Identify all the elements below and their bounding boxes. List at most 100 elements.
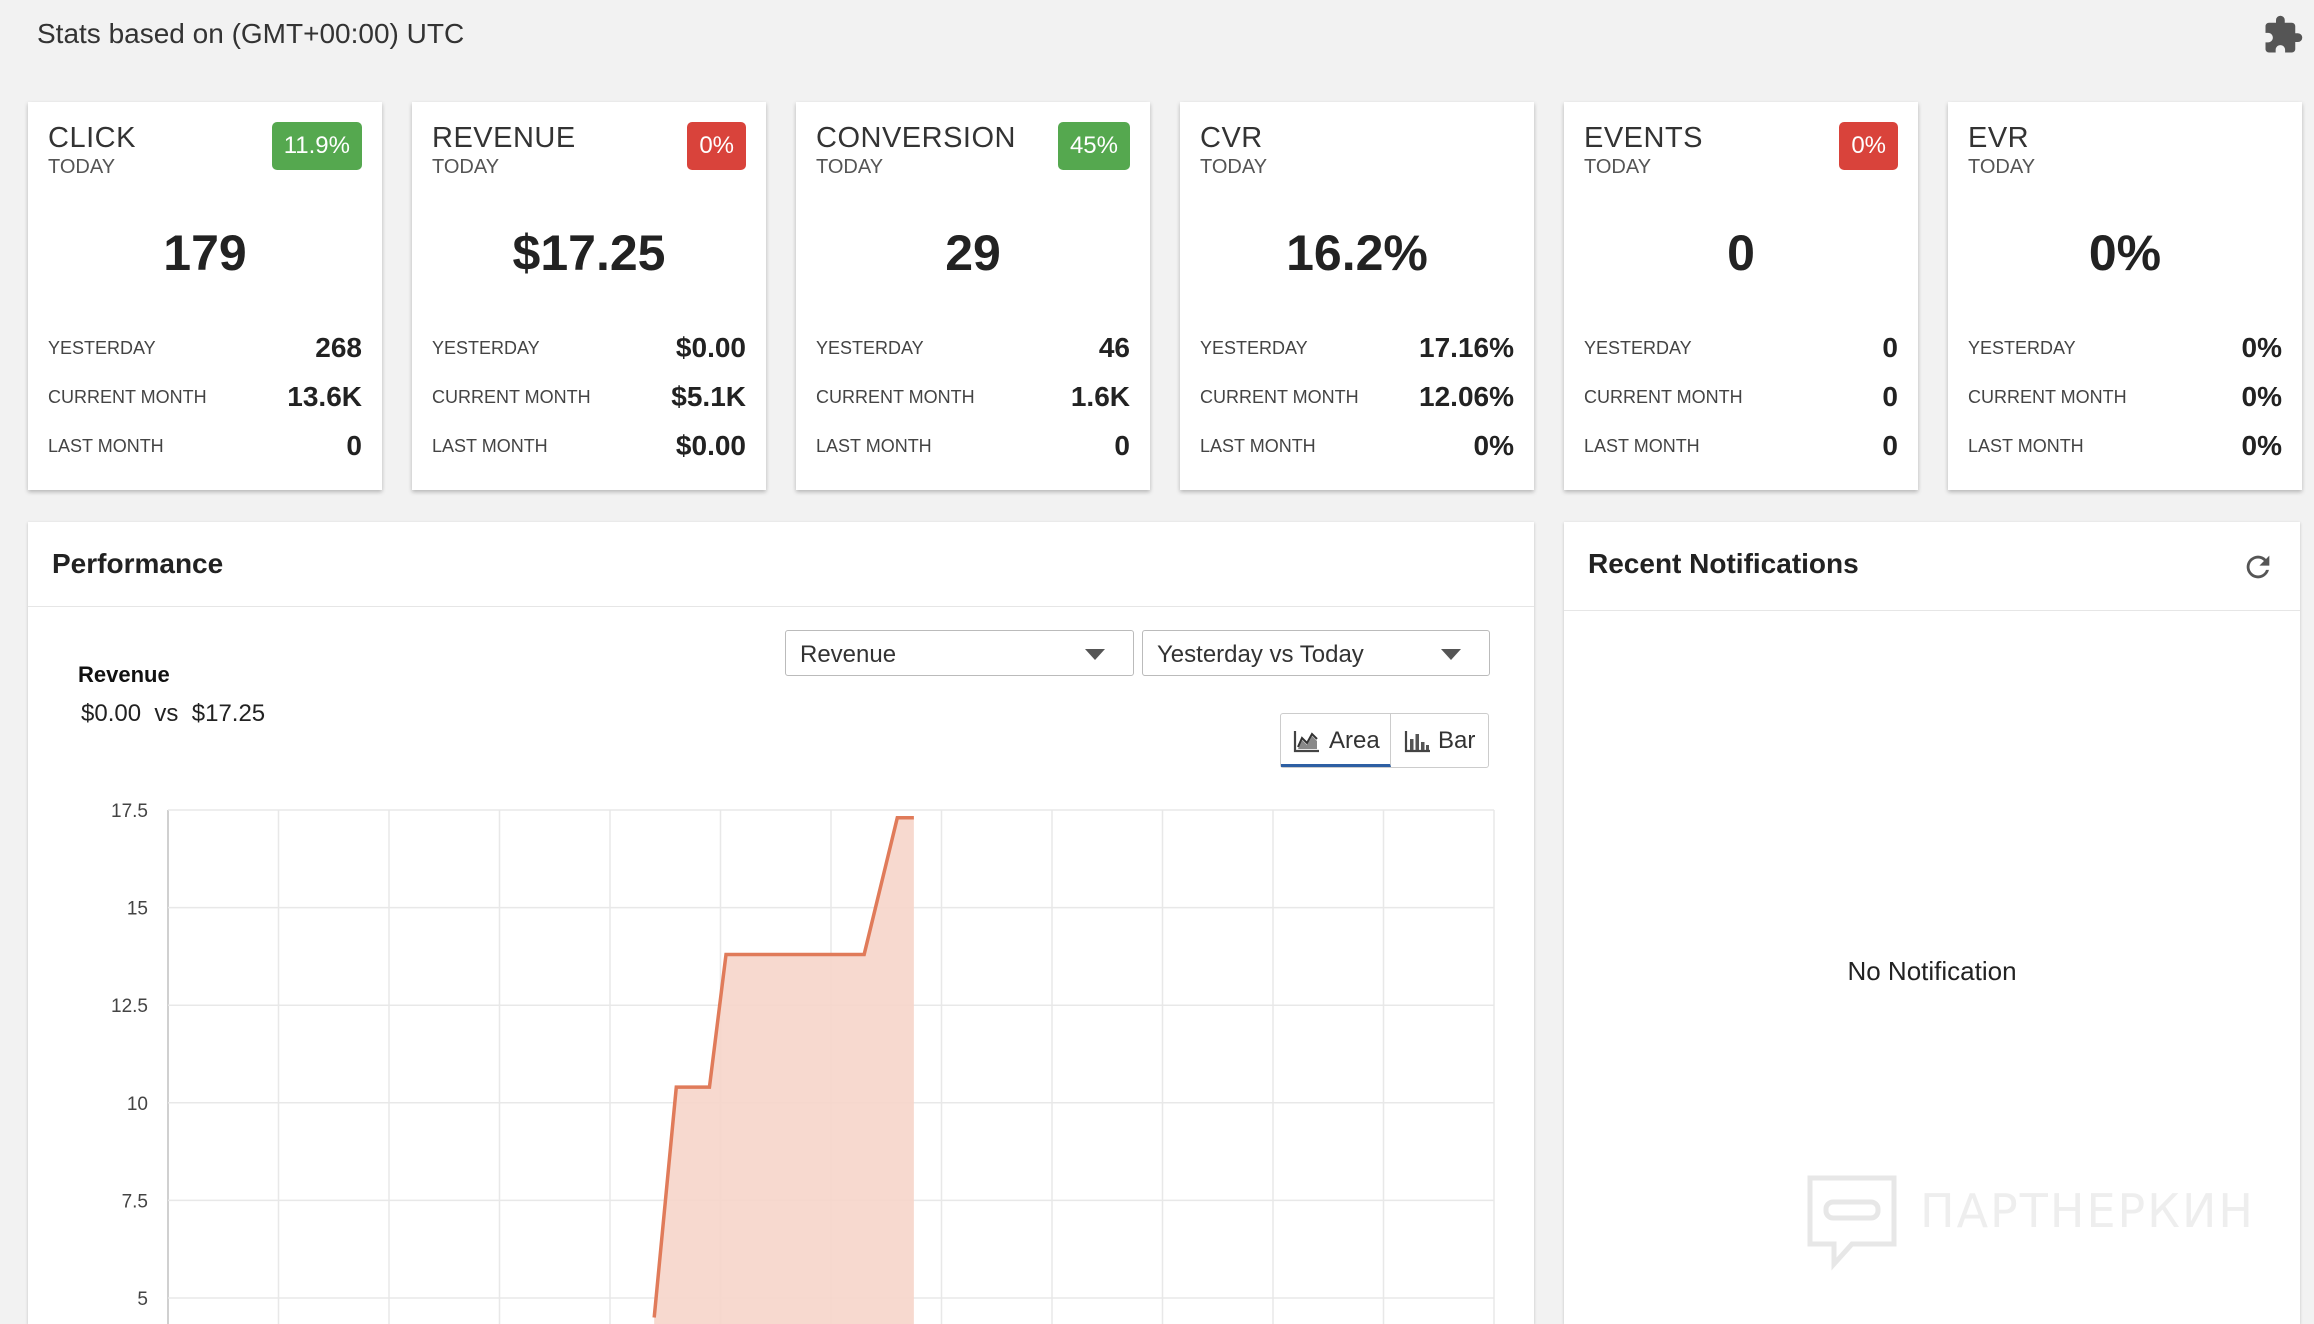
area-chart-button[interactable]: Area <box>1281 714 1391 767</box>
stat-row-label: LAST MONTH <box>432 436 548 456</box>
stat-row-label: YESTERDAY <box>1200 338 1308 358</box>
stat-row-value: 0 <box>1114 430 1130 461</box>
stats-timezone-title: Stats based on (GMT+00:00) UTC <box>37 18 465 49</box>
stat-card-name: CONVERSION <box>816 122 1016 154</box>
stat-row-value: 0 <box>346 430 362 461</box>
stat-card-period: TODAY <box>1968 156 2036 178</box>
bar-chart-icon <box>1404 731 1430 753</box>
stat-card-cvr: CVR TODAY 16.2% YESTERDAY 17.16% CURRENT M… <box>1180 102 1534 490</box>
area-chart-label: Area <box>1329 727 1380 754</box>
notifications-panel: Recent Notifications <box>1564 522 2300 1324</box>
stat-row-label: LAST MONTH <box>1968 436 2084 456</box>
stat-row: YESTERDAY 0 <box>1584 328 1898 368</box>
range-select[interactable]: Yesterday vs Today <box>1142 630 1490 676</box>
stat-card-value: 0% <box>2088 225 2162 281</box>
stat-row: CURRENT MONTH 0 <box>1584 377 1898 417</box>
stat-row: LAST MONTH 0% <box>1200 426 1514 466</box>
y-tick-label: 7.5 <box>122 1191 148 1212</box>
stat-row-label: YESTERDAY <box>816 338 924 358</box>
stat-card-change-badge: 11.9% <box>271 122 362 170</box>
stat-row: LAST MONTH 0 <box>816 426 1130 466</box>
stat-card-click: CLICK TODAY 11.9% 179 YESTERDAY 268 CURRENT… <box>28 102 382 490</box>
y-tick-label: 17.5 <box>111 801 148 822</box>
stat-row-label: CURRENT MONTH <box>1968 387 2127 407</box>
stat-row: LAST MONTH 0 <box>1584 426 1898 466</box>
stat-row-label: LAST MONTH <box>48 436 164 456</box>
stat-row-label: YESTERDAY <box>1584 338 1692 358</box>
stat-card-name: EVR <box>1968 122 2030 154</box>
stat-row-value: 0 <box>1882 381 1898 412</box>
compare-vs-label: vs <box>154 700 179 727</box>
stat-row-label: LAST MONTH <box>1584 436 1700 456</box>
stat-row-label: LAST MONTH <box>816 436 932 456</box>
stat-card-change-badge: 45% <box>1057 122 1130 170</box>
stat-row: YESTERDAY $0.00 <box>432 328 746 368</box>
notifications-title: Recent Notifications <box>1588 548 1859 579</box>
stat-row-value: $0.00 <box>675 430 746 461</box>
area-fill-series-0 <box>654 817 914 1324</box>
stat-card-value: 0 <box>1727 225 1755 281</box>
compare-today-value: $17.25 <box>191 700 266 727</box>
stat-card-period: TODAY <box>432 156 500 178</box>
stat-card-period: TODAY <box>1584 156 1652 178</box>
stat-row-value: 46 <box>1098 332 1130 363</box>
stat-row: YESTERDAY 0% <box>1968 328 2282 368</box>
metric-select[interactable]: Revenue <box>785 630 1134 676</box>
stat-card-conversion: CONVERSION TODAY 45% 29 YESTERDAY 46 CURREN… <box>796 102 1150 490</box>
stat-card-events: EVENTS TODAY 0% 0 YESTERDAY 0 CURRENT MONTH… <box>1564 102 1918 490</box>
stat-card-value: 179 <box>163 225 247 281</box>
stat-card-name: CVR <box>1200 122 1263 154</box>
stat-row-label: LAST MONTH <box>1200 436 1316 456</box>
y-tick-label: 15 <box>127 899 148 920</box>
stat-row-value: 0% <box>1473 430 1514 461</box>
stat-row: CURRENT MONTH 13.6K <box>48 377 362 417</box>
stat-row: YESTERDAY 46 <box>816 328 1130 368</box>
stat-row-label: YESTERDAY <box>1968 338 2076 358</box>
stat-row-label: CURRENT MONTH <box>816 387 975 407</box>
stat-row-label: YESTERDAY <box>48 338 156 358</box>
stat-card-name: CLICK <box>48 122 136 154</box>
stat-row-value: 0 <box>1882 332 1898 363</box>
range-select-value: Yesterday vs Today <box>1157 641 1364 668</box>
stat-card-period: TODAY <box>48 156 116 178</box>
stat-card-change-badge: 0% <box>687 122 746 170</box>
performance-title: Performance <box>52 548 224 579</box>
stat-row-value: 0% <box>2241 430 2282 461</box>
area-chart-icon <box>1293 731 1319 753</box>
bar-chart-label: Bar <box>1438 727 1476 754</box>
chevron-down-icon <box>1441 649 1461 660</box>
stat-row-value: $5.1K <box>671 381 746 412</box>
stat-card-value: $17.25 <box>512 225 666 281</box>
chart-metric-name: Revenue <box>78 662 170 687</box>
performance-panel-header: Performance <box>28 522 1534 607</box>
chart-metric-compare: $0.00 vs $17.25 <box>81 700 265 728</box>
stat-card-change-badge: 0% <box>1839 122 1898 170</box>
stat-card-name: REVENUE <box>432 122 576 154</box>
no-notification-text: No Notification <box>1847 956 2017 986</box>
stat-card-evr: EVR TODAY 0% YESTERDAY 0% CURRENT MONTH 0%… <box>1948 102 2302 490</box>
stat-row-value: 268 <box>315 332 362 363</box>
compare-yesterday-value: $0.00 <box>81 700 142 727</box>
stat-row: CURRENT MONTH 0% <box>1968 377 2282 417</box>
stat-row-value: 0% <box>2241 332 2282 363</box>
stat-row-value: 12.06% <box>1419 381 1514 412</box>
y-tick-label: 5 <box>137 1289 148 1310</box>
stat-row-label: CURRENT MONTH <box>48 387 207 407</box>
stat-row: LAST MONTH 0% <box>1968 426 2282 466</box>
stat-card-name: EVENTS <box>1584 122 1704 154</box>
stat-row-value: 13.6K <box>287 381 362 412</box>
chart-type-toggle: Area Bar <box>1280 713 1489 768</box>
puzzle-icon[interactable] <box>2262 14 2304 56</box>
bar-chart-button[interactable]: Bar <box>1392 714 1488 767</box>
watermark: ПАРТНЕРКИН <box>1802 1172 2253 1277</box>
stat-card-period: TODAY <box>816 156 884 178</box>
stat-row-label: CURRENT MONTH <box>1200 387 1359 407</box>
refresh-icon[interactable] <box>2241 550 2275 584</box>
stat-row-label: CURRENT MONTH <box>432 387 591 407</box>
stat-row-value: 17.16% <box>1419 332 1514 363</box>
stat-row-value: 1.6K <box>1070 381 1130 412</box>
notifications-panel-header: Recent Notifications <box>1564 522 2300 611</box>
watermark-logo-icon <box>1807 1175 1897 1271</box>
chevron-down-icon <box>1085 649 1105 660</box>
watermark-text: ПАРТНЕРКИН <box>1920 1184 2255 1238</box>
